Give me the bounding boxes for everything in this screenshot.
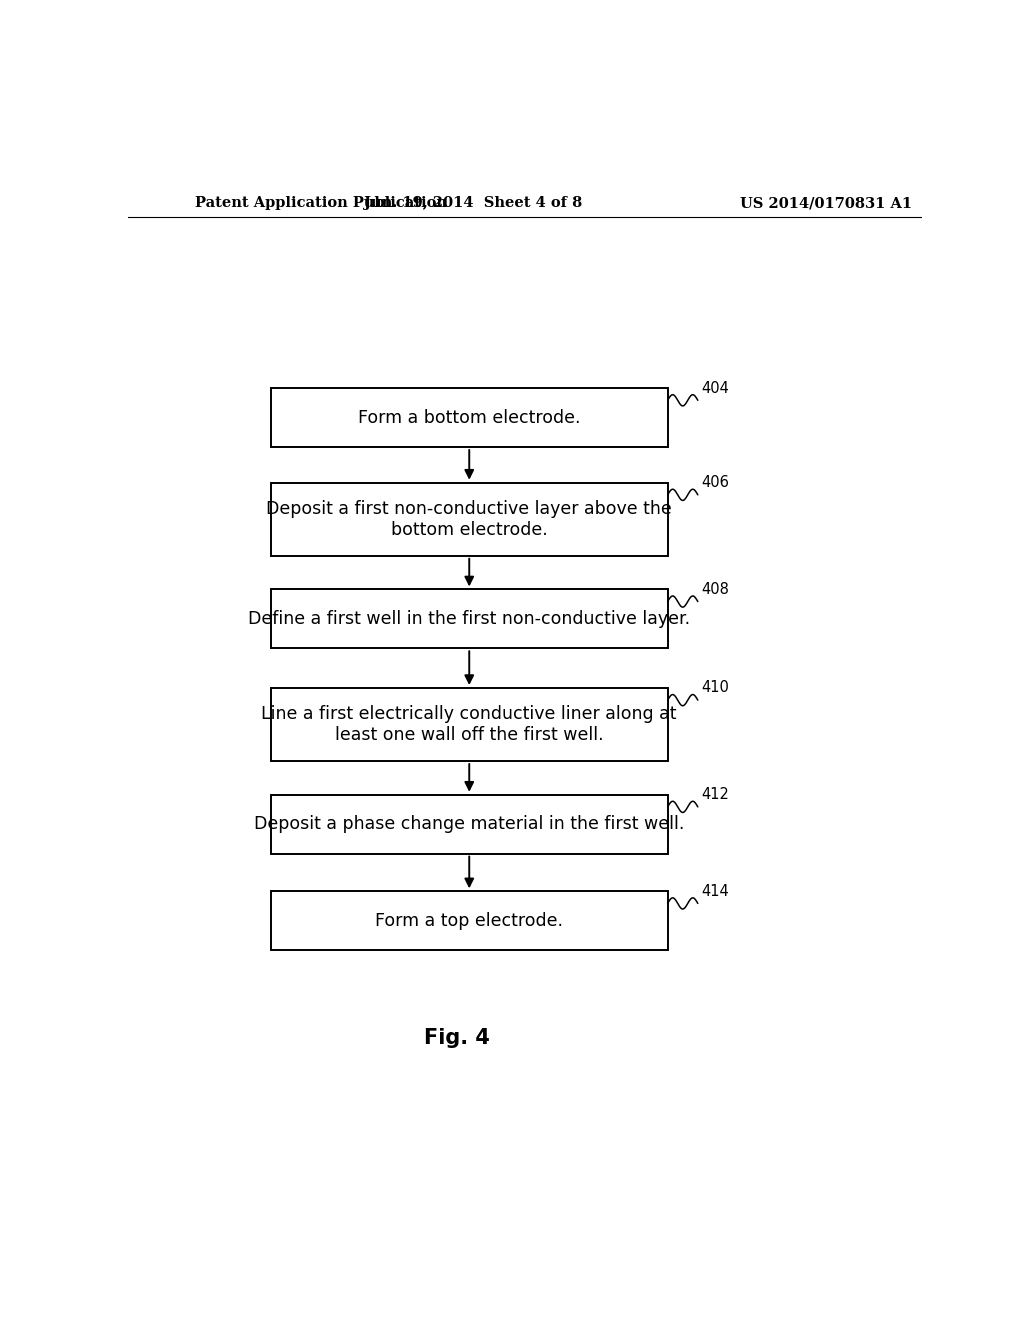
Text: Fig. 4: Fig. 4	[424, 1027, 490, 1048]
Text: Jun. 19, 2014  Sheet 4 of 8: Jun. 19, 2014 Sheet 4 of 8	[365, 197, 583, 210]
FancyBboxPatch shape	[270, 891, 668, 950]
Text: Line a first electrically conductive liner along at
least one wall off the first: Line a first electrically conductive lin…	[261, 705, 677, 744]
Text: 410: 410	[701, 680, 729, 696]
Text: 414: 414	[701, 883, 729, 899]
Text: Form a top electrode.: Form a top electrode.	[375, 912, 563, 929]
FancyBboxPatch shape	[270, 483, 668, 556]
Text: 406: 406	[701, 475, 729, 490]
FancyBboxPatch shape	[270, 795, 668, 854]
Text: US 2014/0170831 A1: US 2014/0170831 A1	[740, 197, 912, 210]
FancyBboxPatch shape	[270, 688, 668, 762]
Text: 404: 404	[701, 380, 729, 396]
FancyBboxPatch shape	[270, 589, 668, 648]
Text: 412: 412	[701, 787, 729, 803]
FancyBboxPatch shape	[270, 388, 668, 447]
Text: Patent Application Publication: Patent Application Publication	[196, 197, 447, 210]
Text: 408: 408	[701, 582, 729, 597]
Text: Form a bottom electrode.: Form a bottom electrode.	[358, 409, 581, 426]
Text: Deposit a phase change material in the first well.: Deposit a phase change material in the f…	[254, 816, 684, 833]
Text: Deposit a first non-conductive layer above the
bottom electrode.: Deposit a first non-conductive layer abo…	[266, 500, 672, 539]
Text: Define a first well in the first non-conductive layer.: Define a first well in the first non-con…	[248, 610, 690, 628]
